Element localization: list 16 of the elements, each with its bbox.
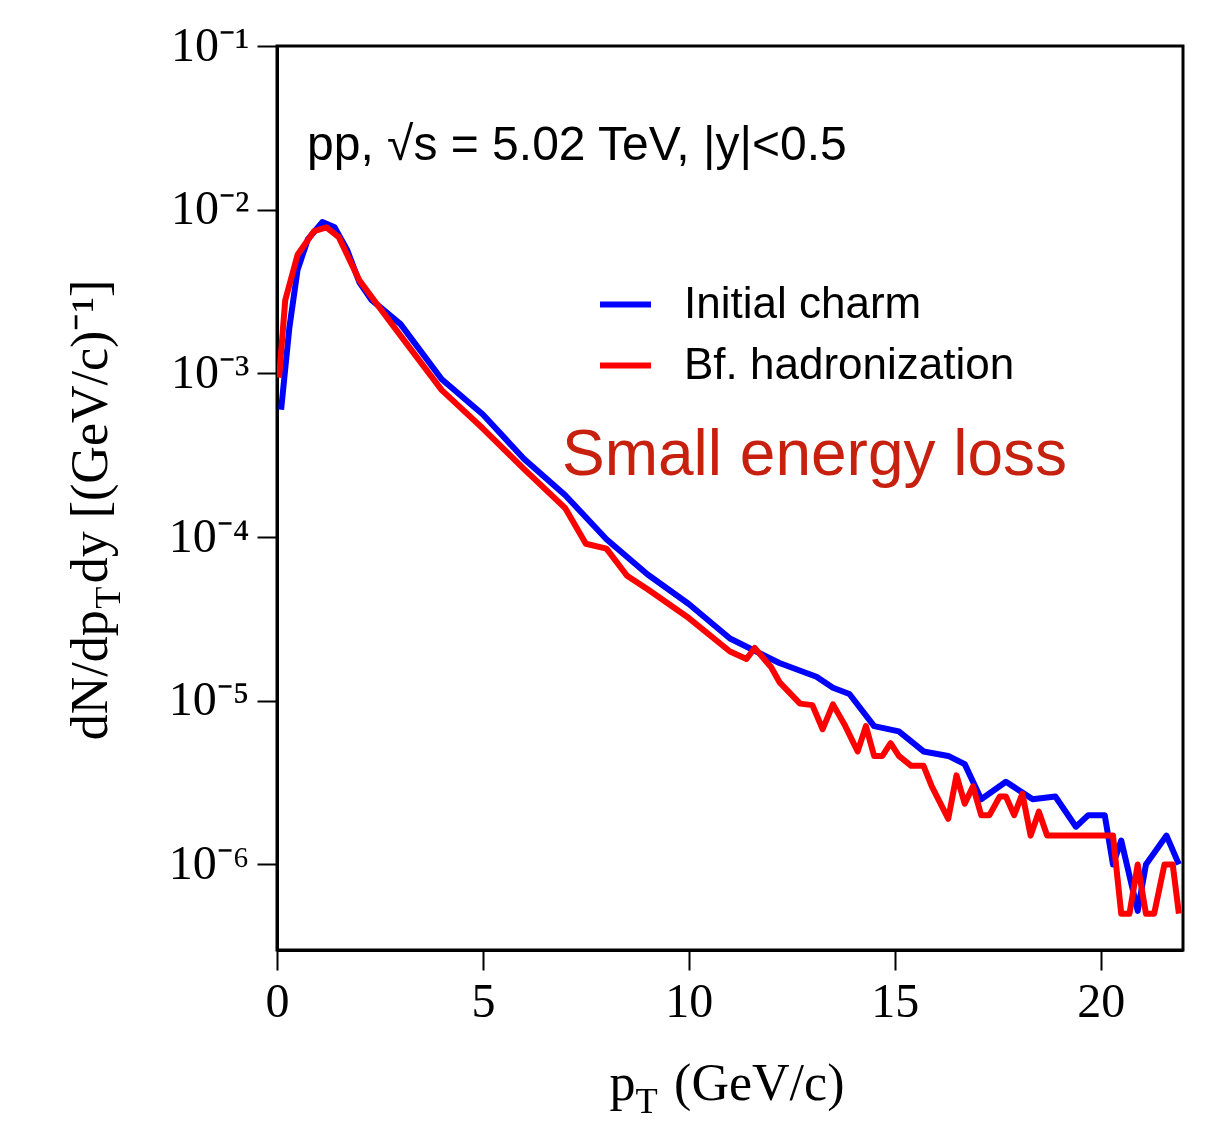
- x-tick-label: 20: [1077, 973, 1126, 1027]
- y-tick-label: 10⁻⁶: [168, 835, 250, 889]
- y-tick-label: 10⁻⁴: [168, 508, 250, 562]
- y-tick-label: 10⁻²: [171, 181, 250, 235]
- y-tick-label: 10⁻³: [171, 344, 250, 398]
- x-tick-label: 0: [265, 973, 290, 1027]
- x-tick-label: 15: [871, 973, 920, 1027]
- y-axis-title: dN/dpTdy [(GeV/c)⁻¹]: [61, 279, 128, 741]
- y-tick-label: 10⁻¹: [171, 17, 250, 71]
- legend-label: Bf. hadronization: [684, 338, 1015, 388]
- x-tick-label: 10: [665, 973, 714, 1027]
- annotation: pp, √s = 5.02 TeV, |y|<0.5: [307, 117, 847, 170]
- annotation: Small energy loss: [562, 417, 1068, 489]
- legend-label: Initial charm: [684, 277, 922, 327]
- y-tick-label: 10⁻⁵: [168, 672, 250, 726]
- x-tick-label: 5: [471, 973, 496, 1027]
